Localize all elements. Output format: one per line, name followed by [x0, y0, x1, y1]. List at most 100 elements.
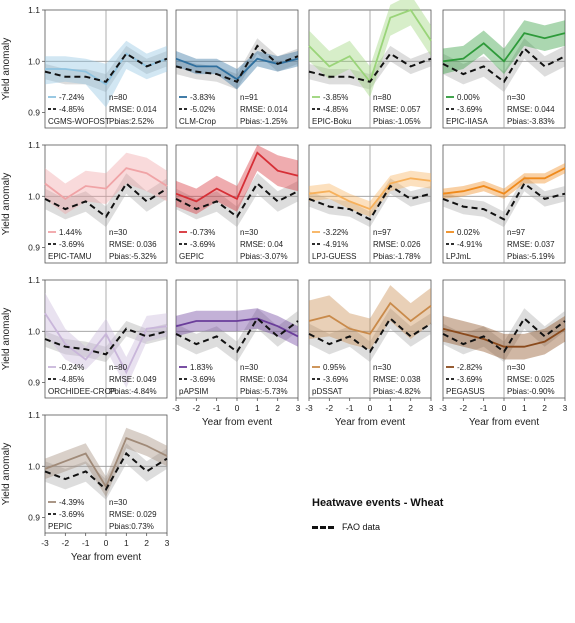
panel-11-n: n=30 — [507, 363, 526, 372]
panel-8-ytick-label: 1.0 — [28, 326, 40, 336]
panel-5-rmse: RMSE: 0.04 — [240, 240, 284, 249]
panel-12-xtick-label: -2 — [62, 538, 70, 548]
panel-4-n: n=30 — [109, 228, 128, 237]
panel-9-rmse: RMSE: 0.034 — [240, 375, 288, 384]
panel-7-rmse: RMSE: 0.037 — [507, 240, 555, 249]
panel-7-model-band — [443, 163, 565, 199]
panel-8-model-band — [45, 292, 167, 388]
panel-11-xtick-label: 3 — [563, 403, 568, 413]
panel-9-model-band — [176, 308, 298, 347]
panel-11-x-axis-label: Year from event — [469, 417, 539, 428]
panel-1-n: n=91 — [240, 93, 259, 102]
panel-11-pbias: Pbias:-0.90% — [507, 387, 555, 396]
panel-7-fao-change: -4.91% — [457, 240, 482, 249]
panel-3-fao-line — [442, 46, 566, 84]
panel-11-xtick-label: -1 — [480, 403, 488, 413]
panel-0-y-axis-label: Yield anomaly — [1, 38, 12, 100]
panel-11-fao-line — [442, 316, 566, 354]
panel-12-fao-band — [45, 443, 167, 500]
panel-10-xtick-label: 1 — [388, 403, 393, 413]
panel-0-model-band — [45, 40, 167, 108]
panel-6-model-line — [308, 177, 432, 211]
panel-12-xtick-label: -3 — [41, 538, 49, 548]
panel-12-model-band — [45, 427, 167, 498]
panel-1-rmse: RMSE: 0.014 — [240, 105, 288, 114]
panel-12-ytick-label: 1.0 — [28, 461, 40, 471]
panel-2-model-change: -3.85% — [323, 93, 348, 102]
panel-0-ytick-label: 1.1 — [28, 5, 40, 15]
legend-fao: FAO data — [312, 522, 380, 532]
panel-9-xtick-label: -1 — [213, 403, 221, 413]
panel-4-y-axis-label: Yield anomaly — [1, 173, 12, 235]
panel-5-model-line — [175, 151, 299, 203]
panel-8-model-change: -0.24% — [59, 363, 84, 372]
panel-4-pbias: Pbias:-5.32% — [109, 252, 157, 261]
panel-12-n: n=30 — [109, 498, 128, 507]
panel-6-fao-change: -4.91% — [323, 240, 348, 249]
panel-4-rmse: RMSE: 0.036 — [109, 240, 157, 249]
panel-6-fao-line — [308, 184, 432, 221]
panel-4-model-change: 1.44% — [59, 228, 82, 237]
panel-6-fao-band — [309, 178, 431, 228]
panel-12-xtick-label: 1 — [124, 538, 129, 548]
panel-10-xtick-label: -2 — [326, 403, 334, 413]
panel-4-model-line — [44, 167, 168, 200]
panel-6-rmse: RMSE: 0.026 — [373, 240, 421, 249]
panel-9-xtick-label: 2 — [275, 403, 280, 413]
panel-4-ytick-label: 1.0 — [28, 191, 40, 201]
panel-12-xtick-label: 0 — [104, 538, 109, 548]
panel-5-fao-band — [176, 173, 298, 228]
panel-10-fao-line — [308, 316, 432, 354]
panel-1-pbias: Pbias:-1.25% — [240, 117, 288, 126]
panel-11-model-change: -2.82% — [457, 363, 482, 372]
panel-8-pbias: Pbias:-4.84% — [109, 387, 157, 396]
panel-7-model-name: LPJmL — [446, 252, 471, 261]
panel-10-model-line — [308, 301, 432, 335]
panel-2-pbias: Pbias:-1.05% — [373, 117, 421, 126]
panel-3-model-band — [443, 20, 565, 75]
panel-0-n: n=80 — [109, 93, 128, 102]
panel-8-ytick-label: 1.1 — [28, 275, 40, 285]
panel-2-fao-band — [309, 45, 431, 90]
panel-4-fao-line — [44, 181, 168, 219]
panel-9-model-name: pAPSIM — [179, 387, 209, 396]
panel-1-model-name: CLM-Crop — [179, 117, 216, 126]
panel-9-xtick-label: 3 — [296, 403, 301, 413]
panel-8-rmse: RMSE: 0.049 — [109, 375, 157, 384]
panel-2-rmse: RMSE: 0.057 — [373, 105, 421, 114]
panel-9-xtick-label: -2 — [193, 403, 201, 413]
panel-7-model-change: 0.02% — [457, 228, 480, 237]
panel-2-n: n=80 — [373, 93, 392, 102]
panel-12-x-axis-label: Year from event — [71, 552, 141, 563]
panel-12-fao-line — [44, 451, 168, 491]
panel-1-fao-band — [176, 38, 298, 90]
panel-7-n: n=97 — [507, 228, 526, 237]
panel-12-fao-change: -3.69% — [59, 510, 84, 519]
legend-fao-label: FAO data — [342, 522, 381, 532]
panel-4-model-band — [45, 152, 167, 215]
panel-5-fao-line — [175, 181, 299, 219]
panel-8-n: n=80 — [109, 363, 128, 372]
panel-5-fao-change: -3.69% — [190, 240, 215, 249]
legend-title: Heatwave events - Wheat — [312, 497, 444, 509]
panel-8-fao-line — [44, 327, 168, 356]
panel-10-xtick-label: -1 — [346, 403, 354, 413]
panel-8-ytick-label: 0.9 — [28, 378, 40, 388]
panel-4-model-name: EPIC-TAMU — [48, 252, 92, 261]
panel-1-fao-line — [175, 44, 299, 84]
panel-3-rmse: RMSE: 0.044 — [507, 105, 555, 114]
panel-2-model-band — [309, 0, 431, 98]
panel-10-xtick-label: -3 — [305, 403, 313, 413]
panel-9-xtick-label: -3 — [172, 403, 180, 413]
panel-11-xtick-label: -3 — [439, 403, 447, 413]
panel-0-fao-band — [45, 45, 167, 93]
panel-11-rmse: RMSE: 0.025 — [507, 375, 555, 384]
panel-2-fao-line — [308, 52, 432, 83]
panel-12-model-line — [44, 436, 168, 489]
panel-12-xtick-label: 3 — [165, 538, 170, 548]
panel-4-ytick-label: 0.9 — [28, 243, 40, 253]
panel-6-model-change: -3.22% — [323, 228, 348, 237]
panel-9-model-line — [175, 317, 299, 338]
panel-10-model-band — [309, 285, 431, 350]
